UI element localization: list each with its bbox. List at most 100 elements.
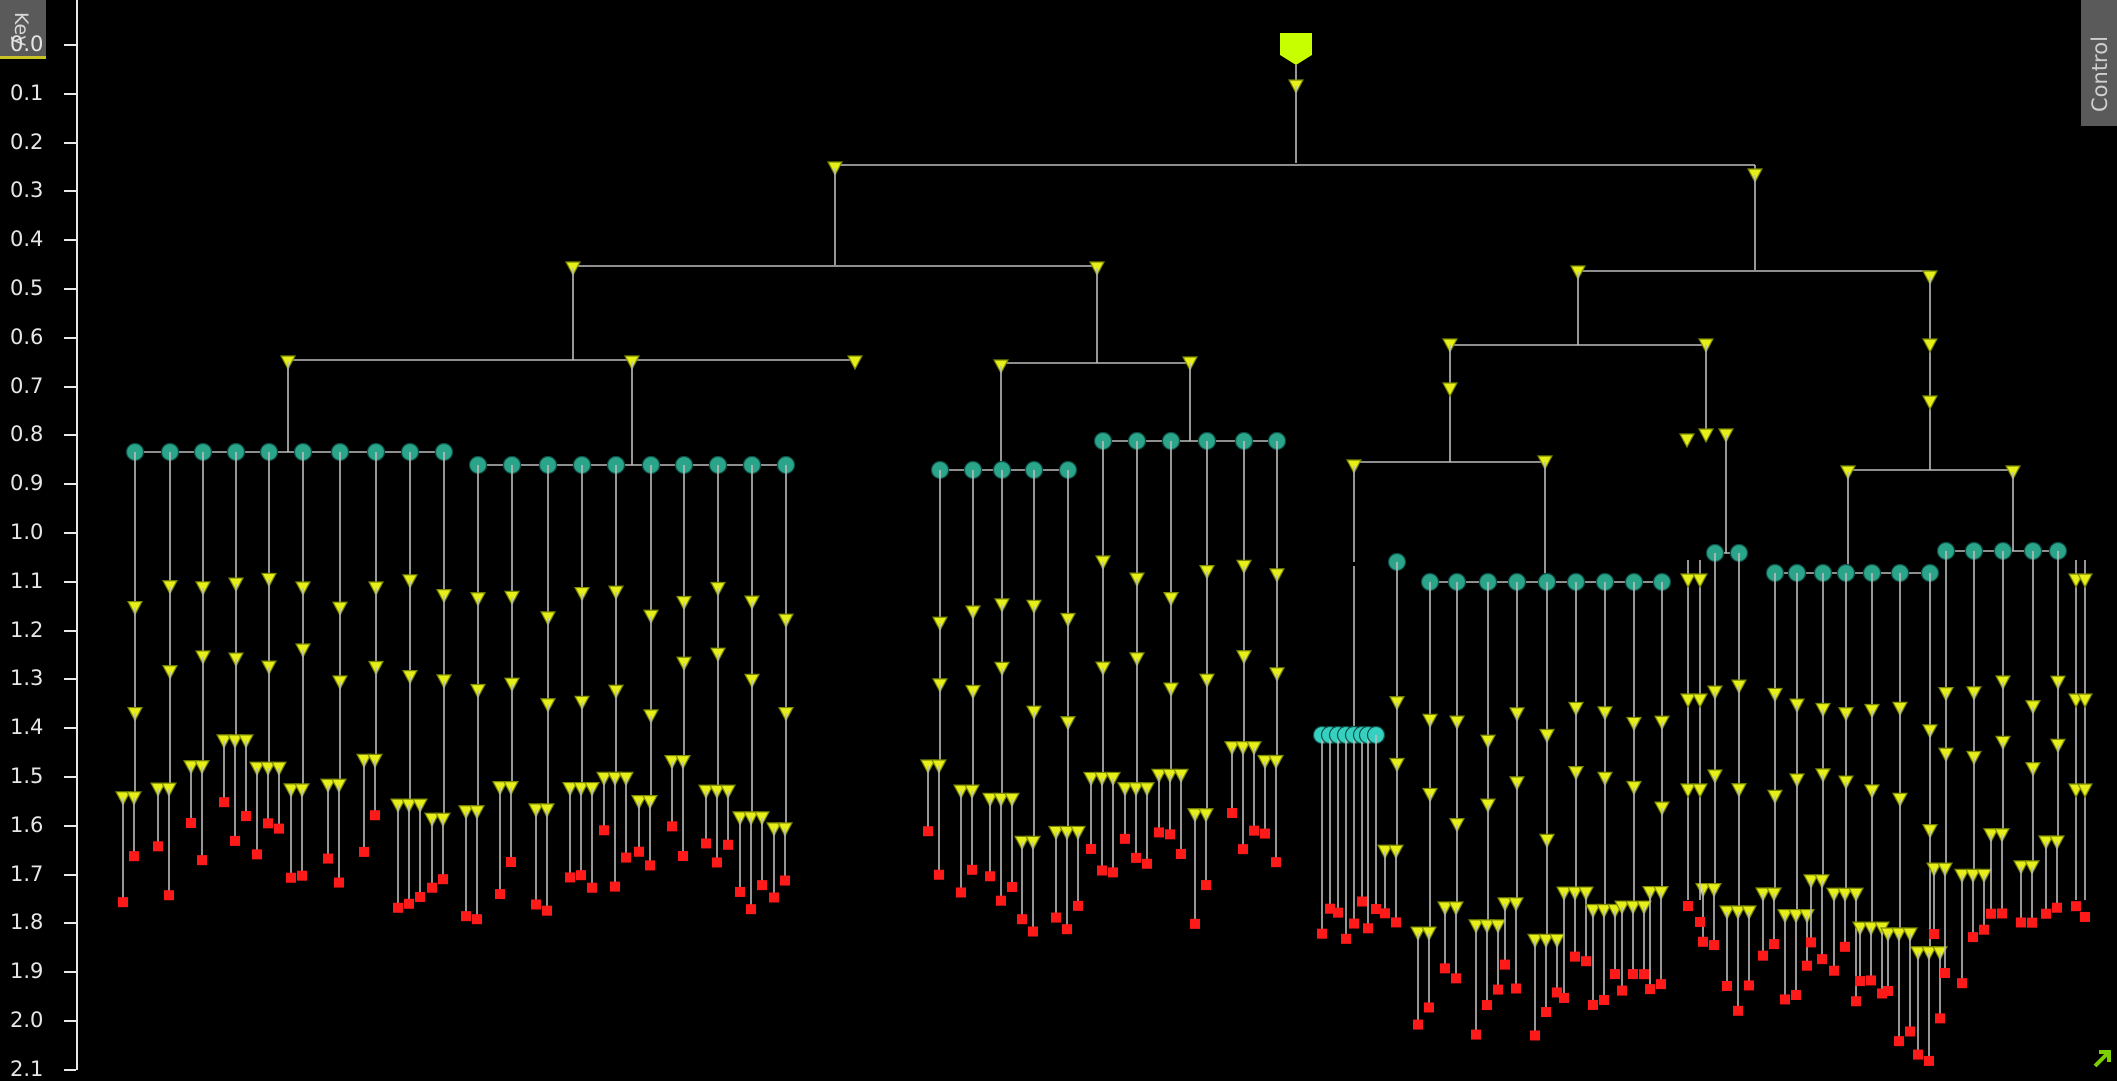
leaf-node[interactable]: [967, 864, 977, 875]
internal-node[interactable]: [1921, 395, 1939, 411]
leaf-node[interactable]: [438, 874, 448, 885]
leaf-node[interactable]: [1840, 941, 1850, 952]
leaf-node[interactable]: [1758, 950, 1768, 961]
leaf-node[interactable]: [1570, 951, 1580, 962]
leaf-node[interactable]: [1165, 829, 1175, 840]
leaf-node[interactable]: [1530, 1030, 1540, 1041]
leaf-node[interactable]: [241, 811, 251, 822]
leaf-node[interactable]: [542, 905, 552, 916]
leaf-node[interactable]: [2041, 908, 2051, 919]
leaf-node[interactable]: [1238, 844, 1248, 855]
leaf-node[interactable]: [370, 810, 380, 821]
leaf-node[interactable]: [1108, 867, 1118, 878]
internal-node[interactable]: [2076, 783, 2094, 799]
leaf-node[interactable]: [1698, 936, 1708, 947]
leaf-node[interactable]: [427, 882, 437, 893]
leaf-node[interactable]: [712, 857, 722, 868]
leaf-node[interactable]: [587, 882, 597, 893]
leaf-node[interactable]: [1333, 907, 1343, 918]
leaf-node[interactable]: [1957, 978, 1967, 989]
leaf-node[interactable]: [1968, 932, 1978, 943]
leaf-node[interactable]: [153, 841, 163, 852]
leaf-node[interactable]: [1802, 960, 1812, 971]
leaf-node[interactable]: [461, 911, 471, 922]
leaf-node[interactable]: [1829, 965, 1839, 976]
leaf-node[interactable]: [1628, 969, 1638, 980]
leaf-node[interactable]: [1325, 903, 1335, 914]
leaf-node[interactable]: [1929, 929, 1939, 940]
leaf-node[interactable]: [1073, 900, 1083, 911]
leaf-node[interactable]: [495, 889, 505, 900]
internal-node[interactable]: [846, 355, 864, 371]
leaf-node[interactable]: [1451, 973, 1461, 984]
leaf-node[interactable]: [1791, 989, 1801, 1000]
leaf-node[interactable]: [1617, 985, 1627, 996]
leaf-node[interactable]: [1866, 975, 1876, 986]
leaf-node[interactable]: [1371, 904, 1381, 915]
leaf-node[interactable]: [415, 891, 425, 902]
leaf-node[interactable]: [1940, 968, 1950, 979]
leaf-node[interactable]: [1413, 1019, 1423, 1030]
leaf-node[interactable]: [1588, 999, 1598, 1010]
leaf-node[interactable]: [297, 870, 307, 881]
leaf-node[interactable]: [565, 872, 575, 883]
leaf-node[interactable]: [1645, 984, 1655, 995]
leaf-node[interactable]: [1249, 825, 1259, 836]
leaf-node[interactable]: [1176, 848, 1186, 859]
leaf-node[interactable]: [1695, 916, 1705, 927]
leaf-node[interactable]: [1639, 969, 1649, 980]
leaf-node[interactable]: [1380, 908, 1390, 919]
leaf-node[interactable]: [1007, 881, 1017, 892]
leaf-node[interactable]: [359, 846, 369, 857]
leaf-node[interactable]: [1028, 926, 1038, 937]
leaf-node[interactable]: [1924, 1055, 1934, 1066]
leaf-node[interactable]: [1683, 901, 1693, 912]
leaf-node[interactable]: [1424, 1002, 1434, 1013]
leaf-node[interactable]: [531, 899, 541, 910]
leaf-node[interactable]: [1190, 918, 1200, 929]
leaf-node[interactable]: [2027, 917, 2037, 928]
leaf-node[interactable]: [1017, 914, 1027, 925]
internal-node[interactable]: [1441, 382, 1459, 398]
internal-node[interactable]: [1921, 338, 1939, 354]
leaf-node[interactable]: [1062, 924, 1072, 935]
leaf-node[interactable]: [1271, 857, 1281, 868]
leaf-node[interactable]: [1877, 988, 1887, 999]
leaf-node[interactable]: [2080, 911, 2090, 922]
leaf-node[interactable]: [667, 821, 677, 832]
leaf-node[interactable]: [1097, 865, 1107, 876]
leaf-node[interactable]: [1780, 994, 1790, 1005]
leaf-node[interactable]: [129, 851, 139, 862]
leaf-node[interactable]: [1154, 827, 1164, 838]
leaf-node[interactable]: [286, 872, 296, 883]
leaf-node[interactable]: [219, 797, 229, 808]
internal-node[interactable]: [1678, 433, 1696, 449]
leaf-node[interactable]: [1086, 843, 1096, 854]
leaf-node[interactable]: [1855, 976, 1865, 987]
internal-node[interactable]: [1691, 693, 1709, 709]
leaf-node[interactable]: [230, 835, 240, 846]
leaf-node[interactable]: [1979, 924, 1989, 935]
leaf-node[interactable]: [2016, 917, 2026, 928]
leaf-node[interactable]: [1131, 852, 1141, 863]
leaf-node[interactable]: [1722, 980, 1732, 991]
leaf-node[interactable]: [1552, 987, 1562, 998]
leaf-node[interactable]: [621, 852, 631, 863]
leaf-node[interactable]: [1482, 1000, 1492, 1011]
leaf-node[interactable]: [1905, 1026, 1915, 1037]
leaf-node[interactable]: [1142, 858, 1152, 869]
internal-node[interactable]: [1691, 783, 1709, 799]
leaf-node[interactable]: [1599, 994, 1609, 1005]
leaf-node[interactable]: [1349, 918, 1359, 929]
leaf-node[interactable]: [1391, 917, 1401, 928]
leaf-node[interactable]: [701, 838, 711, 849]
leaf-node[interactable]: [263, 818, 273, 829]
leaf-node[interactable]: [645, 860, 655, 871]
leaf-node[interactable]: [1709, 940, 1719, 951]
leaf-node[interactable]: [599, 825, 609, 836]
leaf-node[interactable]: [1051, 912, 1061, 923]
leaf-node[interactable]: [1997, 908, 2007, 919]
internal-node[interactable]: [1679, 693, 1697, 709]
leaf-node[interactable]: [197, 855, 207, 866]
leaf-node[interactable]: [323, 853, 333, 864]
